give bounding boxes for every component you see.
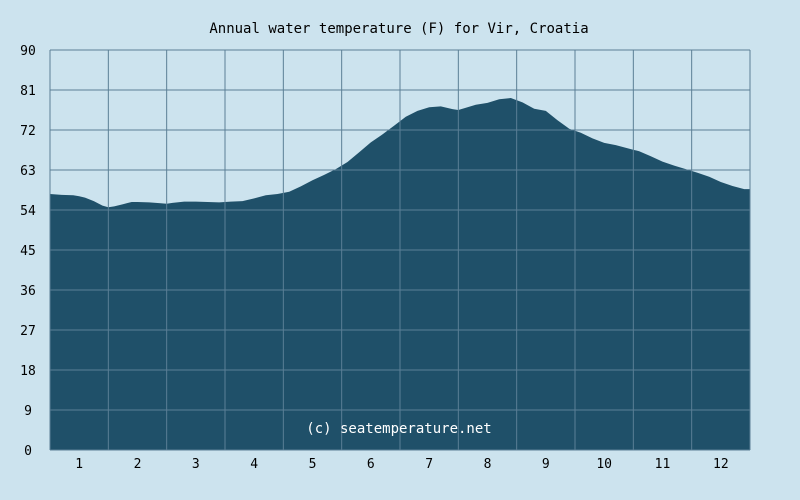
y-tick-label: 36	[20, 284, 36, 299]
y-tick-label: 0	[24, 444, 32, 459]
watermark: (c) seatemperature.net	[306, 421, 491, 437]
x-tick-label: 6	[367, 457, 375, 472]
y-tick-label: 90	[20, 44, 36, 59]
y-tick-label: 9	[24, 404, 32, 419]
y-axis-ticks: 0 9 18 27 36 45 54 63 72 81 90	[20, 44, 36, 459]
x-axis-ticks: 1 2 3 4 5 6 7 8 9 10 11 12	[75, 457, 728, 472]
chart-title: Annual water temperature (F) for Vir, Cr…	[209, 21, 588, 37]
y-tick-label: 54	[20, 204, 36, 219]
x-tick-label: 9	[542, 457, 550, 472]
x-tick-label: 3	[192, 457, 200, 472]
x-tick-label: 2	[134, 457, 142, 472]
y-tick-label: 27	[20, 324, 36, 339]
y-tick-label: 81	[20, 84, 36, 99]
grid-lines	[49, 49, 751, 451]
x-tick-label: 12	[713, 457, 729, 472]
x-tick-label: 11	[655, 457, 671, 472]
y-tick-label: 72	[20, 124, 36, 139]
y-tick-label: 63	[20, 164, 36, 179]
x-tick-label: 4	[250, 457, 258, 472]
x-tick-label: 8	[484, 457, 492, 472]
x-tick-label: 7	[425, 457, 433, 472]
x-tick-label: 10	[596, 457, 612, 472]
y-tick-label: 45	[20, 244, 36, 259]
y-tick-label: 18	[20, 364, 36, 379]
x-tick-label: 5	[309, 457, 317, 472]
x-tick-label: 1	[75, 457, 83, 472]
